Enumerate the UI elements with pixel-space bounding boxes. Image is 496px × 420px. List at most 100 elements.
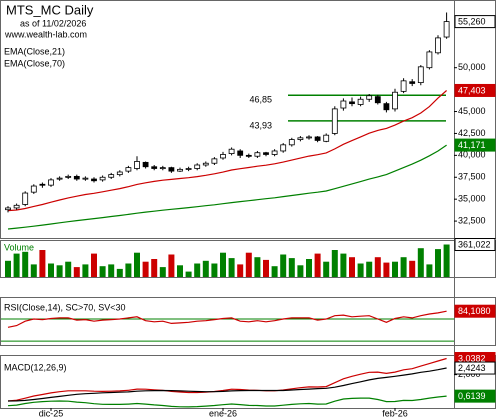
- candle-body: [177, 168, 183, 172]
- candle-body: [73, 175, 80, 180]
- volume-bar: [323, 261, 330, 277]
- x-tick-label: ene-26: [209, 408, 237, 418]
- candle-body: [340, 100, 347, 109]
- volume-bar: [426, 264, 433, 277]
- last-value-box: [454, 138, 496, 152]
- volume-bar: [159, 267, 166, 277]
- last-value-box: [454, 389, 496, 403]
- volume-bar: [116, 268, 123, 277]
- candle-body: [134, 161, 140, 169]
- legend-entry: EMA(Close,70): [4, 58, 65, 68]
- volume-bar: [220, 252, 226, 277]
- source: www.wealth-lab.com: [4, 29, 87, 39]
- chart-title: MTS_MC Daily: [6, 2, 94, 17]
- volume-bar: [417, 248, 424, 277]
- last-value-label: 0,6139: [458, 391, 486, 401]
- volume-bar: [409, 260, 416, 277]
- candle-body: [202, 162, 209, 166]
- candle-body: [30, 185, 37, 193]
- volume-bar: [65, 261, 72, 277]
- x-tick-label: dic-25: [39, 408, 64, 418]
- candle-body: [443, 21, 450, 38]
- candle-body: [5, 207, 11, 211]
- volume-bar: [194, 263, 201, 277]
- volume-bar: [211, 263, 218, 277]
- x-tick-label: feb-26: [382, 408, 408, 418]
- candle-body: [409, 81, 416, 84]
- candle-body: [151, 166, 158, 169]
- candle-body: [435, 37, 441, 54]
- panel-title: RSI(Close,14), SC>70, SV<30: [4, 302, 126, 312]
- candle-body: [125, 167, 132, 172]
- volume-bar: [366, 261, 373, 277]
- candle-body: [13, 204, 20, 209]
- volume-bar: [374, 257, 381, 277]
- y-tick-label: 35,000: [458, 194, 486, 204]
- volume-bar: [228, 258, 235, 277]
- volume-bar: [306, 259, 312, 277]
- candle-body: [245, 154, 252, 157]
- candle-body: [323, 134, 330, 142]
- line: [7, 357, 447, 402]
- volume-bar: [177, 265, 183, 277]
- candle-body: [392, 91, 398, 110]
- panel-title: Volume: [4, 242, 34, 252]
- volume-bar: [435, 249, 441, 277]
- volume-bar: [202, 260, 209, 277]
- volume-bar: [400, 257, 407, 277]
- last-value-label: 84,1080: [458, 306, 491, 316]
- candle-body: [65, 175, 72, 178]
- last-value-label: 41,171: [458, 140, 486, 150]
- y-tick-label: 32,500: [458, 215, 486, 225]
- candle-body: [39, 183, 46, 186]
- volume-bar: [392, 261, 398, 277]
- volume-bar: [125, 263, 132, 277]
- last-value-label: 47,403: [458, 85, 486, 95]
- volume-bar: [297, 265, 304, 277]
- macd-panel: [0, 355, 496, 409]
- y-tick-label: 42,500: [458, 128, 486, 138]
- candle-body: [237, 150, 244, 156]
- volume-bar: [91, 253, 97, 277]
- volume-bar: [254, 257, 261, 277]
- candle-body: [194, 164, 201, 169]
- last-value-box: [454, 83, 496, 97]
- candle-body: [48, 179, 54, 186]
- y-tick-label: 50,000: [458, 62, 486, 72]
- volume-bar: [13, 253, 20, 277]
- candle-body: [220, 154, 226, 159]
- volume-bar: [108, 264, 115, 277]
- y-tick-label: 40,000: [458, 150, 486, 160]
- last-value-label: 3,0382: [458, 353, 486, 363]
- last-value-label: 2,4243: [458, 363, 486, 373]
- candle-body: [211, 158, 218, 164]
- last-value-box: [454, 15, 496, 29]
- candle-body: [56, 177, 63, 180]
- volume-bar: [22, 251, 29, 277]
- candle-body: [331, 108, 338, 134]
- volume-bar: [5, 260, 11, 277]
- last-value-box: [454, 304, 496, 318]
- volume-bar: [48, 263, 54, 277]
- candle-body: [288, 139, 295, 146]
- line: [7, 367, 447, 402]
- volume-bar: [99, 266, 106, 277]
- level-label: 43,93: [249, 120, 272, 130]
- subtitle: as of 11/02/2026: [20, 18, 86, 28]
- candle-body: [91, 178, 97, 182]
- volume-bar: [271, 266, 278, 277]
- volume-bar: [168, 254, 175, 277]
- line: [7, 310, 447, 328]
- candle-body: [185, 168, 192, 170]
- volume-bar: [237, 264, 244, 277]
- legend-entry: EMA(Close,21): [4, 46, 65, 56]
- last-value-label: 55,260: [458, 16, 486, 26]
- volume-bar: [39, 250, 46, 277]
- panel-title: MACD(12,26,9): [4, 362, 67, 372]
- candle-body: [108, 174, 115, 178]
- candle-body: [417, 66, 424, 84]
- candle-body: [159, 167, 166, 170]
- candle-body: [280, 144, 287, 152]
- volume-bar: [263, 259, 269, 277]
